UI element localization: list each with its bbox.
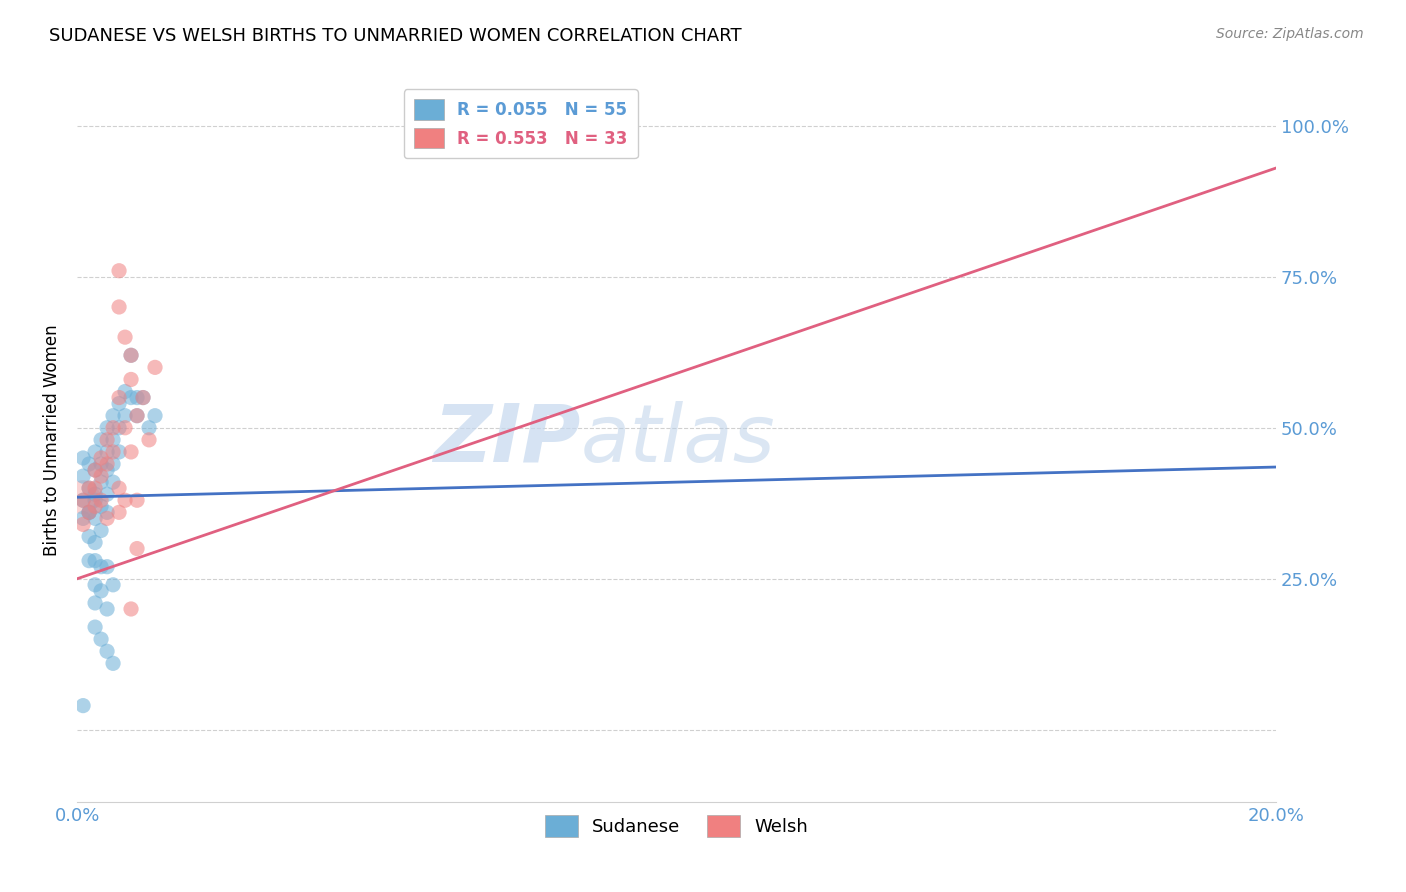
Point — [101, 475, 124, 490]
Point — [96, 421, 118, 435]
Point — [108, 391, 131, 405]
Point — [114, 409, 136, 423]
Y-axis label: Births to Unmarried Women: Births to Unmarried Women — [44, 324, 60, 556]
Point — [120, 348, 142, 362]
Point — [77, 505, 100, 519]
Point — [96, 602, 118, 616]
Text: atlas: atlas — [581, 401, 775, 479]
Point — [125, 493, 148, 508]
Point — [72, 490, 94, 504]
Point — [90, 632, 112, 647]
Point — [72, 493, 94, 508]
Point — [90, 583, 112, 598]
Point — [108, 396, 131, 410]
Point — [96, 505, 118, 519]
Point — [84, 481, 107, 495]
Point — [114, 330, 136, 344]
Point — [96, 644, 118, 658]
Point — [77, 457, 100, 471]
Point — [138, 421, 160, 435]
Point — [84, 596, 107, 610]
Point — [84, 463, 107, 477]
Point — [114, 493, 136, 508]
Point — [108, 505, 131, 519]
Point — [143, 409, 166, 423]
Point — [72, 493, 94, 508]
Point — [77, 481, 100, 495]
Point — [72, 469, 94, 483]
Point — [72, 450, 94, 465]
Point — [125, 541, 148, 556]
Point — [84, 554, 107, 568]
Point — [96, 433, 118, 447]
Point — [101, 578, 124, 592]
Point — [125, 409, 148, 423]
Text: Source: ZipAtlas.com: Source: ZipAtlas.com — [1216, 27, 1364, 41]
Point — [114, 421, 136, 435]
Point — [90, 457, 112, 471]
Point — [108, 300, 131, 314]
Point — [84, 493, 107, 508]
Point — [84, 487, 107, 501]
Text: ZIP: ZIP — [433, 401, 581, 479]
Text: SUDANESE VS WELSH BIRTHS TO UNMARRIED WOMEN CORRELATION CHART: SUDANESE VS WELSH BIRTHS TO UNMARRIED WO… — [49, 27, 742, 45]
Point — [84, 535, 107, 549]
Point — [101, 445, 124, 459]
Point — [96, 511, 118, 525]
Point — [72, 511, 94, 525]
Point — [90, 469, 112, 483]
Legend: Sudanese, Welsh: Sudanese, Welsh — [538, 807, 815, 844]
Point — [120, 348, 142, 362]
Point — [90, 524, 112, 538]
Point — [101, 657, 124, 671]
Point — [72, 517, 94, 532]
Point — [77, 529, 100, 543]
Point — [120, 445, 142, 459]
Point — [125, 409, 148, 423]
Point — [72, 698, 94, 713]
Point — [108, 445, 131, 459]
Point — [77, 481, 100, 495]
Point — [125, 391, 148, 405]
Point — [143, 360, 166, 375]
Point — [84, 445, 107, 459]
Point — [101, 409, 124, 423]
Point — [90, 450, 112, 465]
Point — [101, 433, 124, 447]
Point — [84, 463, 107, 477]
Point — [96, 445, 118, 459]
Point — [114, 384, 136, 399]
Point — [132, 391, 155, 405]
Point — [108, 481, 131, 495]
Point — [77, 505, 100, 519]
Point — [84, 578, 107, 592]
Point — [77, 554, 100, 568]
Point — [90, 559, 112, 574]
Point — [101, 457, 124, 471]
Point — [120, 602, 142, 616]
Point — [84, 500, 107, 514]
Point — [101, 421, 124, 435]
Point — [90, 493, 112, 508]
Point — [90, 500, 112, 514]
Point — [120, 372, 142, 386]
Point — [96, 457, 118, 471]
Point — [84, 511, 107, 525]
Point — [77, 505, 100, 519]
Point — [90, 433, 112, 447]
Point — [96, 559, 118, 574]
Point — [138, 433, 160, 447]
Point — [84, 620, 107, 634]
Point — [132, 391, 155, 405]
Point — [96, 487, 118, 501]
Point — [96, 463, 118, 477]
Point — [90, 475, 112, 490]
Point — [120, 391, 142, 405]
Point — [108, 264, 131, 278]
Point — [108, 421, 131, 435]
